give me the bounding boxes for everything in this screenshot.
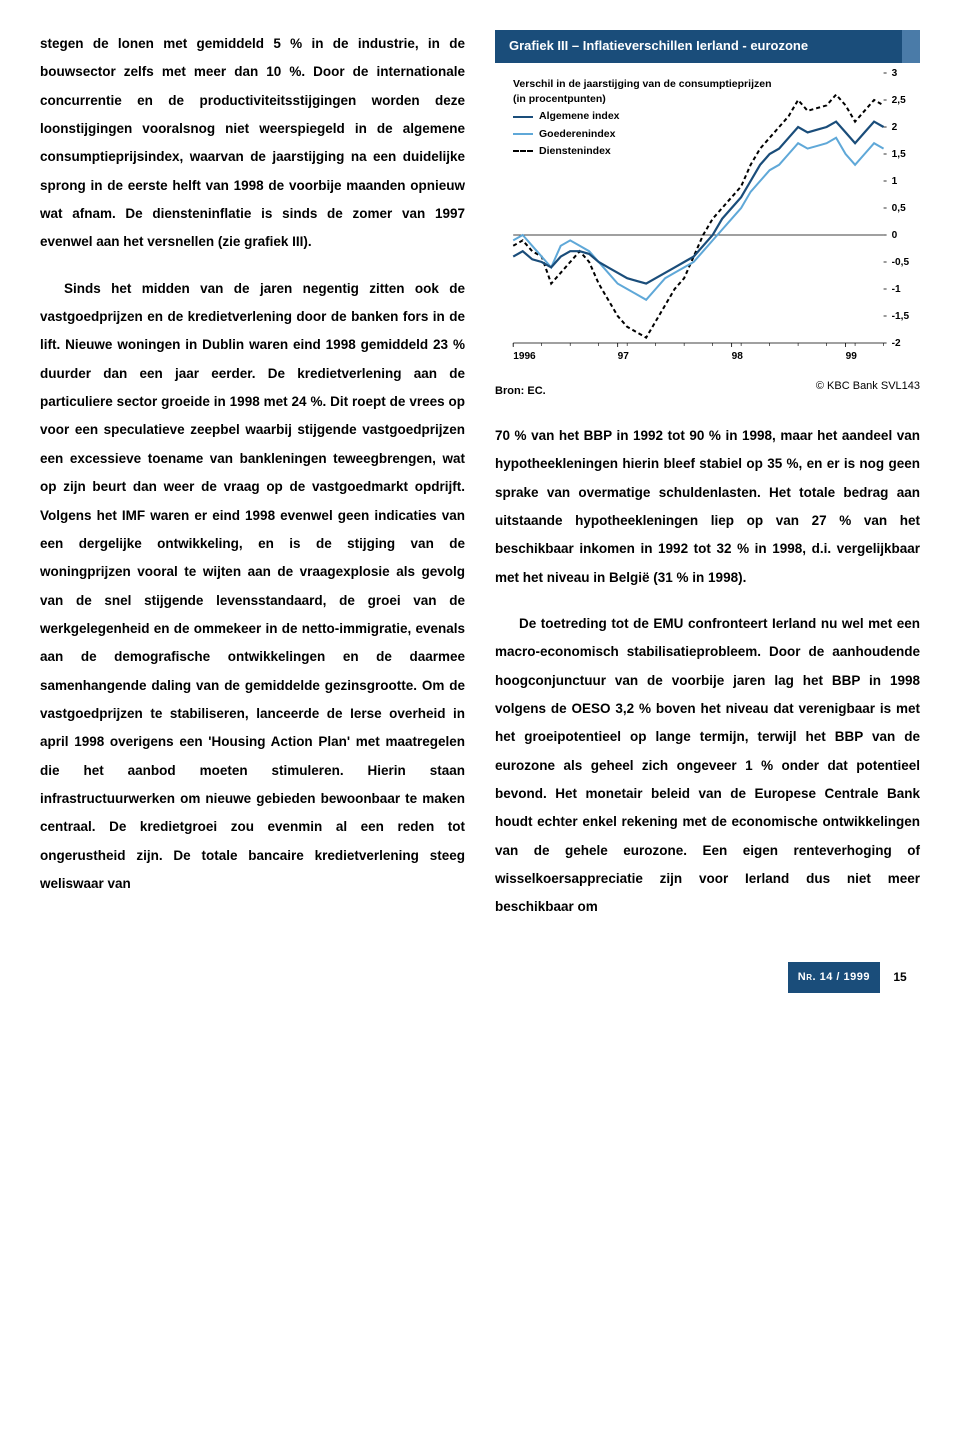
chart-credit: © KBC Bank SVL143 <box>816 375 920 398</box>
svg-text:99: 99 <box>846 351 858 362</box>
svg-text:-2: -2 <box>892 338 901 349</box>
chart-subtitle-2: (in procentpunten) <box>513 92 772 107</box>
svg-text:-0,5: -0,5 <box>892 257 910 268</box>
svg-text:2: 2 <box>892 122 898 133</box>
page-footer: Nr. 14 / 1999 15 <box>40 962 920 993</box>
legend-swatch-diensten <box>513 150 533 152</box>
svg-text:2,5: 2,5 <box>892 95 906 106</box>
svg-text:1: 1 <box>892 176 898 187</box>
legend-swatch-algemene <box>513 116 533 118</box>
svg-text:-1: -1 <box>892 284 901 295</box>
svg-text:1996: 1996 <box>513 351 536 362</box>
footer-issue: Nr. 14 / 1999 <box>788 962 880 993</box>
legend-label-goederen: Goederenindex <box>539 127 615 142</box>
svg-text:-1,5: -1,5 <box>892 311 910 322</box>
svg-text:3: 3 <box>892 68 898 79</box>
svg-text:97: 97 <box>618 351 630 362</box>
svg-text:98: 98 <box>732 351 744 362</box>
chart-title: Grafiek III – Inflatieverschillen Ierlan… <box>495 30 920 63</box>
legend-swatch-goederen <box>513 133 533 135</box>
left-column: stegen de lonen met gemiddeld 5 % in de … <box>40 30 465 922</box>
left-para-1: stegen de lonen met gemiddeld 5 % in de … <box>40 30 465 257</box>
chart-source: Bron: EC. <box>495 384 546 398</box>
right-para-1: 70 % van het BBP in 1992 tot 90 % in 199… <box>495 422 920 592</box>
right-para-2: De toetreding tot de EMU confronteert Ie… <box>495 610 920 922</box>
legend-label-algemene: Algemene index <box>539 109 620 124</box>
right-column: Grafiek III – Inflatieverschillen Ierlan… <box>495 30 920 922</box>
chart-body: 3 2,5 2 1,5 1 0,5 0 -0,5 -1 -1,5 -2 1996 97 98 99 Vers… <box>495 63 920 373</box>
chart-subtitle-1: Verschil in de jaarstijging van de consu… <box>513 77 772 92</box>
footer-page-number: 15 <box>880 965 920 990</box>
chart-container: Grafiek III – Inflatieverschillen Ierlan… <box>495 30 920 398</box>
svg-text:0,5: 0,5 <box>892 203 906 214</box>
left-para-2: Sinds het midden van de jaren negentig z… <box>40 275 465 899</box>
chart-legend: Verschil in de jaarstijging van de consu… <box>513 77 772 159</box>
svg-text:1,5: 1,5 <box>892 149 906 160</box>
legend-label-diensten: Dienstenindex <box>539 144 611 159</box>
svg-text:0: 0 <box>892 230 898 241</box>
